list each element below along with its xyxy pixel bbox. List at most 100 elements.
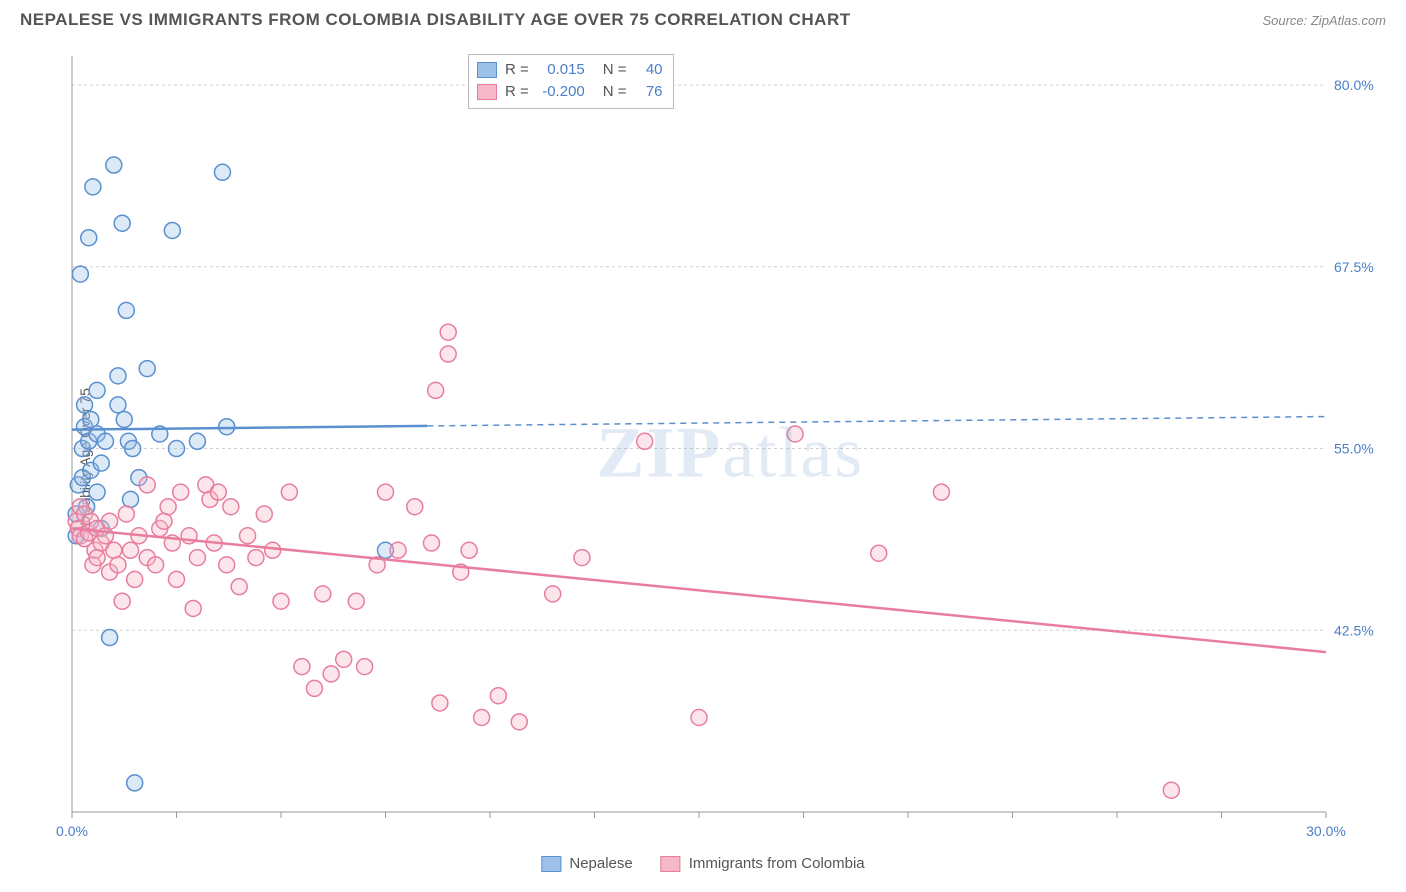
trend-line-extrapolated <box>427 417 1326 426</box>
data-point <box>871 545 887 561</box>
data-point <box>219 557 235 573</box>
data-point <box>125 441 141 457</box>
data-point <box>156 513 172 529</box>
data-point <box>357 659 373 675</box>
data-point <box>210 484 226 500</box>
data-point <box>164 222 180 238</box>
data-point <box>423 535 439 551</box>
data-point <box>123 491 139 507</box>
data-point <box>89 382 105 398</box>
data-point <box>114 215 130 231</box>
data-point <box>83 411 99 427</box>
data-point <box>102 630 118 646</box>
data-point <box>102 513 118 529</box>
data-point <box>933 484 949 500</box>
data-point <box>89 484 105 500</box>
data-point <box>440 346 456 362</box>
n-value: 40 <box>635 59 663 81</box>
r-value: -0.200 <box>537 81 585 103</box>
data-point <box>231 579 247 595</box>
data-point <box>127 571 143 587</box>
data-point <box>315 586 331 602</box>
data-point <box>1163 782 1179 798</box>
data-point <box>240 528 256 544</box>
stats-legend-row: R =0.015N =40 <box>477 59 663 81</box>
legend-swatch <box>661 856 681 872</box>
data-point <box>106 157 122 173</box>
data-point <box>490 688 506 704</box>
x-tick-label: 0.0% <box>56 823 88 839</box>
data-point <box>127 775 143 791</box>
data-point <box>691 710 707 726</box>
stats-legend: R =0.015N =40R =-0.200N =76 <box>468 54 674 109</box>
data-point <box>223 499 239 515</box>
data-point <box>110 397 126 413</box>
data-point <box>511 714 527 730</box>
data-point <box>97 433 113 449</box>
legend-item: Nepalese <box>541 855 632 872</box>
data-point <box>248 550 264 566</box>
data-point <box>390 542 406 558</box>
trend-line <box>72 529 1326 653</box>
data-point <box>77 397 93 413</box>
n-value: 76 <box>635 81 663 103</box>
plot-area: Disability Age Over 75 42.5%55.0%67.5%80… <box>20 42 1386 872</box>
data-point <box>281 484 297 500</box>
data-point <box>637 433 653 449</box>
series-legend: Nepalese Immigrants from Colombia <box>541 855 864 872</box>
scatter-chart: 42.5% 55.0% 67.5% 80.0% 0.0% 30.0% <box>56 42 1386 852</box>
data-point <box>118 506 134 522</box>
legend-item: Immigrants from Colombia <box>661 855 865 872</box>
data-point <box>323 666 339 682</box>
data-point <box>189 550 205 566</box>
data-point <box>265 542 281 558</box>
data-point <box>294 659 310 675</box>
source-label: Source: ZipAtlas.com <box>1262 13 1386 28</box>
data-point <box>378 484 394 500</box>
y-tick-label: 67.5% <box>1334 259 1374 275</box>
x-tick-label: 30.0% <box>1306 823 1346 839</box>
n-label: N = <box>603 59 627 81</box>
chart-title: NEPALESE VS IMMIGRANTS FROM COLOMBIA DIS… <box>20 10 851 30</box>
data-point <box>139 477 155 493</box>
data-point <box>173 484 189 500</box>
data-point <box>93 455 109 471</box>
stats-legend-row: R =-0.200N =76 <box>477 81 663 103</box>
legend-swatch <box>477 62 497 78</box>
data-point <box>574 550 590 566</box>
data-point <box>114 593 130 609</box>
data-point <box>787 426 803 442</box>
y-tick-label: 55.0% <box>1334 441 1374 457</box>
legend-swatch <box>477 84 497 100</box>
data-point <box>432 695 448 711</box>
title-bar: NEPALESE VS IMMIGRANTS FROM COLOMBIA DIS… <box>0 0 1406 36</box>
data-point <box>160 499 176 515</box>
legend-swatch <box>541 856 561 872</box>
data-point <box>336 651 352 667</box>
y-tick-label: 42.5% <box>1334 622 1374 638</box>
data-point <box>110 368 126 384</box>
data-point <box>169 441 185 457</box>
data-point <box>72 266 88 282</box>
legend-label: Immigrants from Colombia <box>689 855 865 872</box>
data-point <box>189 433 205 449</box>
data-point <box>214 164 230 180</box>
r-value: 0.015 <box>537 59 585 81</box>
data-point <box>106 542 122 558</box>
n-label: N = <box>603 81 627 103</box>
data-point <box>461 542 477 558</box>
data-point <box>89 550 105 566</box>
data-point <box>185 600 201 616</box>
data-point <box>139 361 155 377</box>
data-point <box>545 586 561 602</box>
data-point <box>116 411 132 427</box>
data-point <box>81 230 97 246</box>
data-point <box>428 382 444 398</box>
data-point <box>85 179 101 195</box>
data-point <box>440 324 456 340</box>
y-tick-label: 80.0% <box>1334 77 1374 93</box>
data-point <box>348 593 364 609</box>
data-point <box>169 571 185 587</box>
data-point <box>123 542 139 558</box>
data-point <box>110 557 126 573</box>
